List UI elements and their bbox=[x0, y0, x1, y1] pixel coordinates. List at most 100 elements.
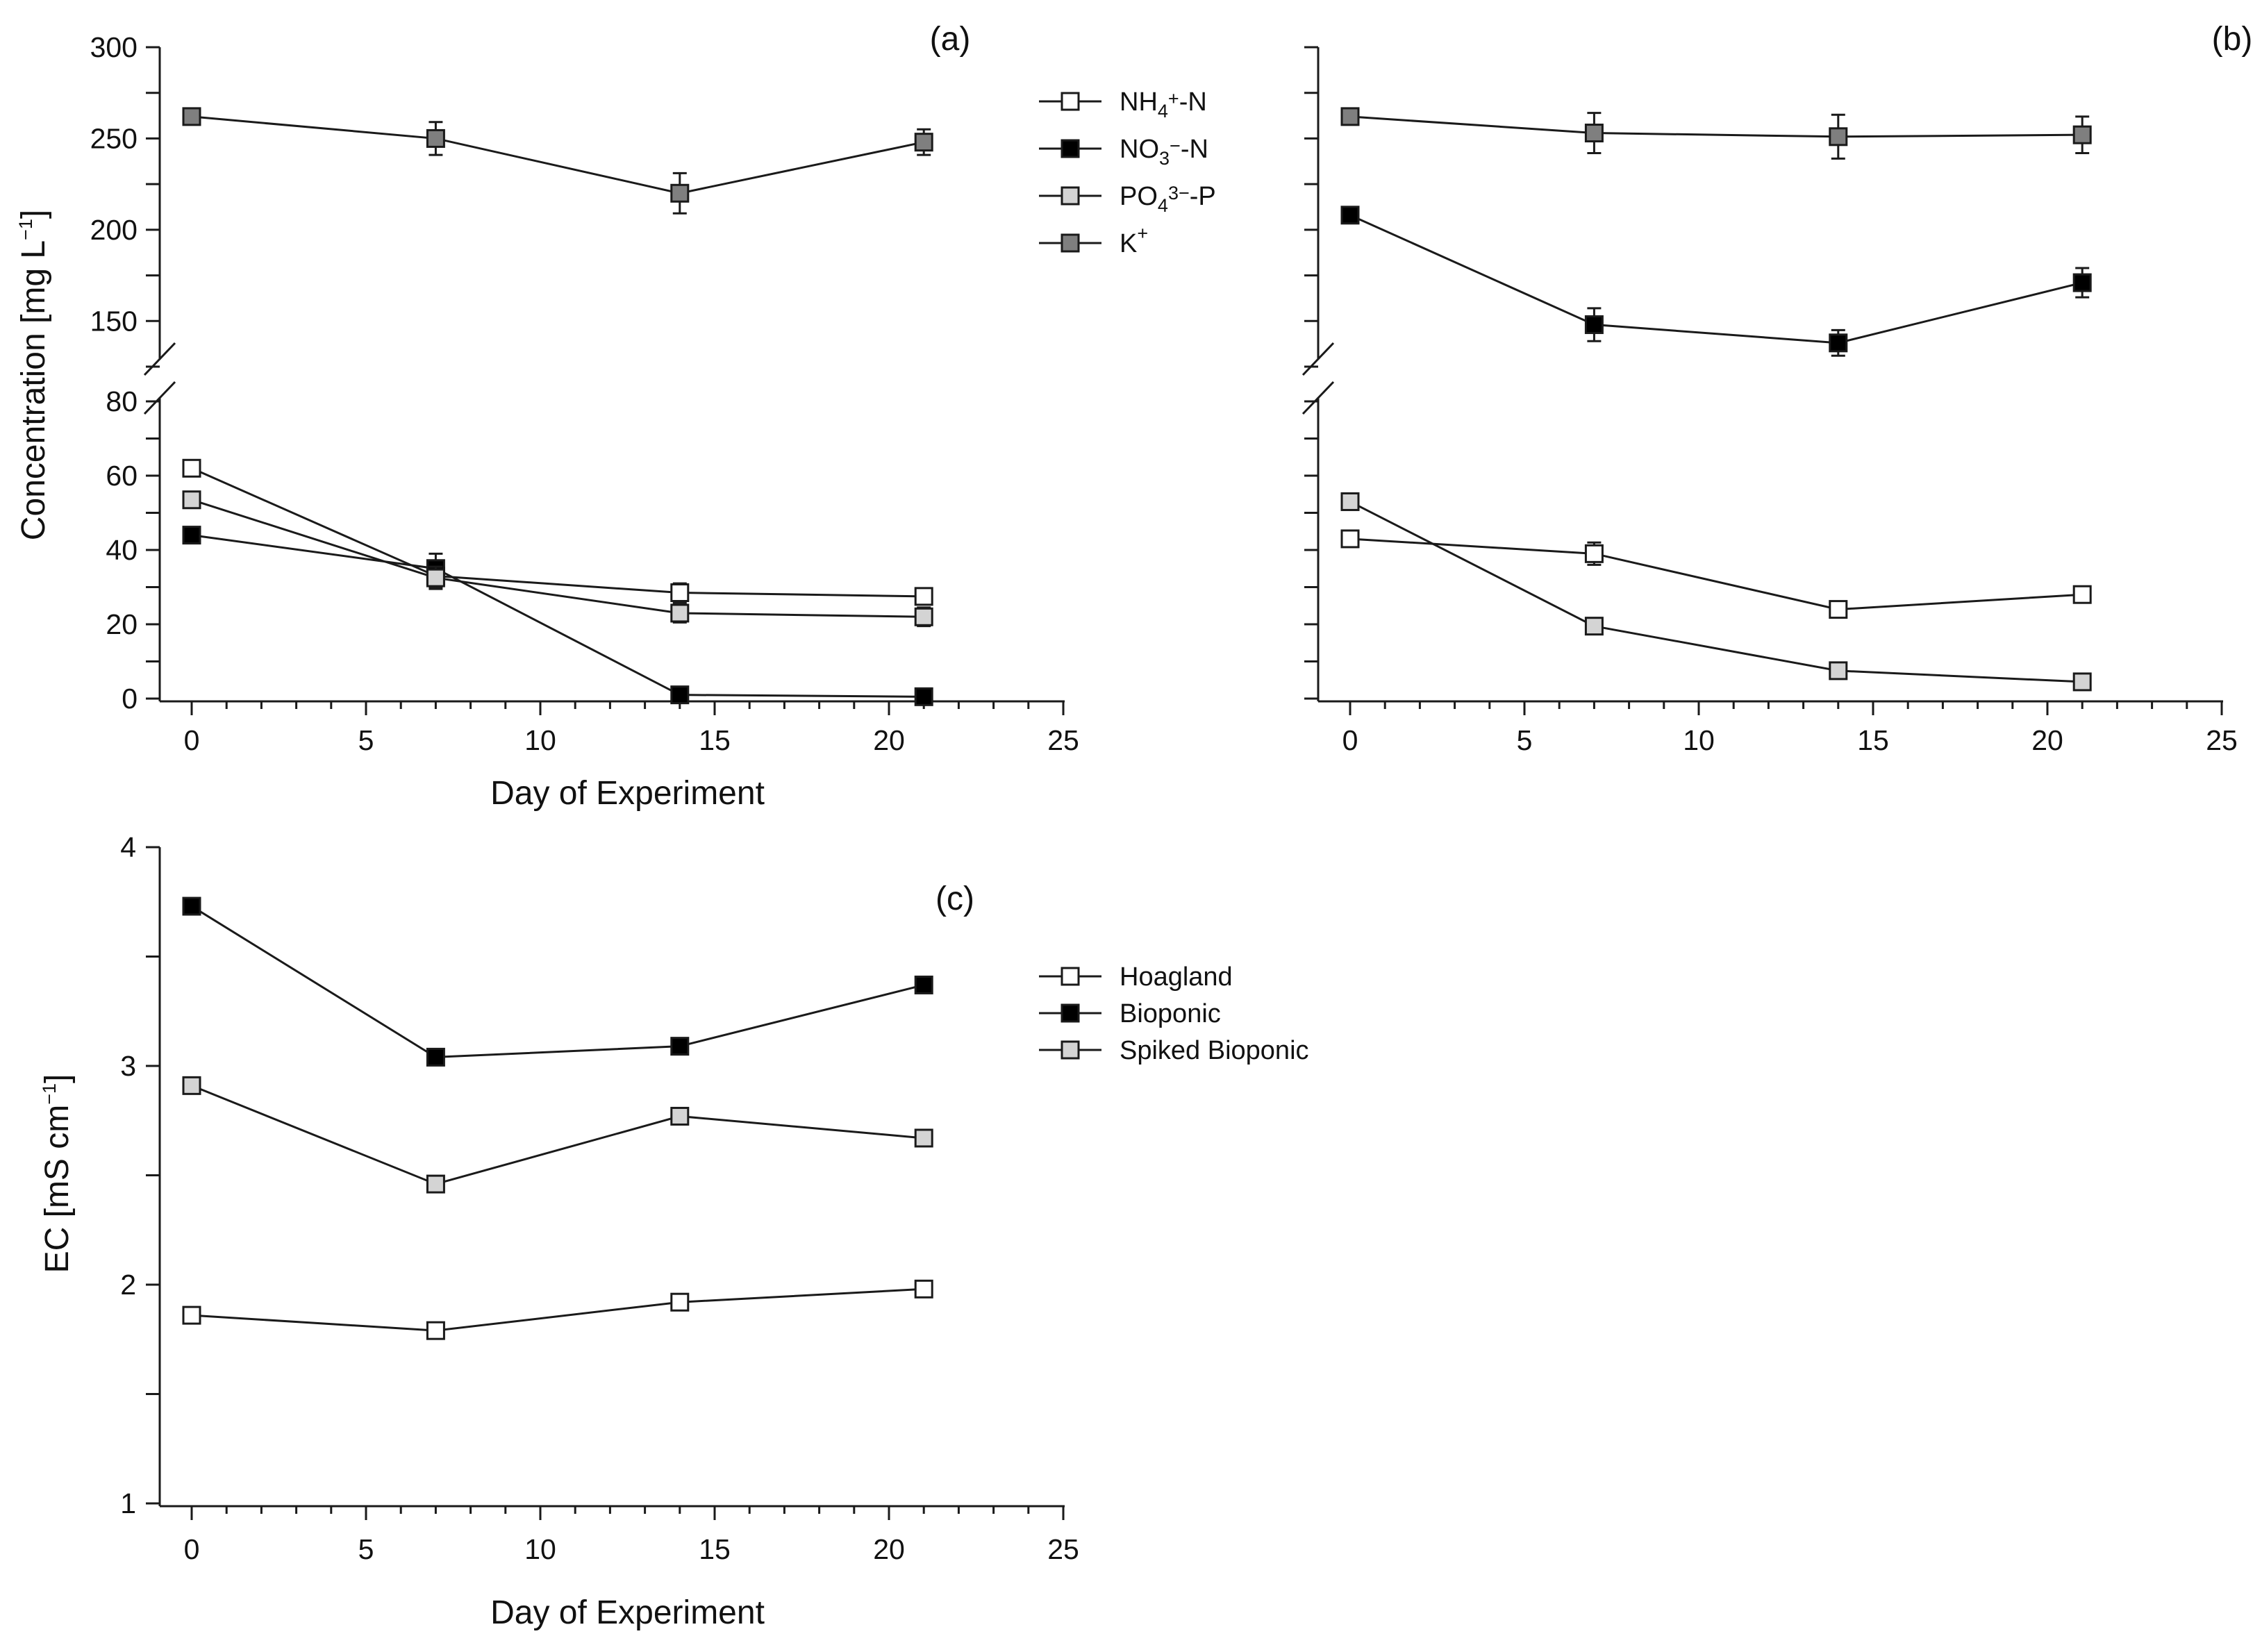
data-point bbox=[914, 687, 933, 706]
x-tick-label: 15 bbox=[699, 1533, 731, 1565]
data-point bbox=[1340, 206, 1360, 225]
data-point bbox=[426, 128, 445, 148]
data-point bbox=[670, 1106, 690, 1126]
data-point bbox=[914, 587, 933, 606]
legend-entry: Hoagland bbox=[1120, 962, 1233, 992]
panel-label: (c) bbox=[935, 881, 974, 917]
data-point bbox=[670, 685, 690, 705]
y-tick-label: 250 bbox=[90, 122, 138, 154]
panel-label: (a) bbox=[930, 21, 971, 58]
data-point bbox=[1340, 529, 1360, 549]
data-point bbox=[1584, 315, 1604, 335]
data-point bbox=[2072, 273, 2092, 292]
data-point bbox=[914, 1128, 933, 1148]
x-tick-label: 20 bbox=[873, 724, 905, 756]
data-point bbox=[670, 583, 690, 603]
x-tick-label: 15 bbox=[699, 724, 731, 756]
legend-marker bbox=[1061, 92, 1080, 111]
legend-marker bbox=[1061, 186, 1080, 206]
data-point bbox=[182, 526, 201, 545]
data-point bbox=[1340, 107, 1360, 126]
data-point bbox=[426, 1047, 445, 1067]
axis-break-mark bbox=[143, 342, 176, 376]
data-point bbox=[914, 975, 933, 994]
axis-break-mark bbox=[143, 381, 176, 415]
panel-label: (b) bbox=[2212, 21, 2253, 58]
y-tick-label: 1 bbox=[120, 1487, 136, 1519]
series-3 bbox=[182, 107, 933, 215]
series-2 bbox=[182, 490, 933, 628]
series-line bbox=[191, 115, 924, 194]
y-tick-label: 3 bbox=[120, 1050, 136, 1082]
y-tick-label: 200 bbox=[90, 214, 138, 246]
data-point bbox=[1829, 333, 1848, 353]
data-point bbox=[1829, 661, 1848, 681]
data-point bbox=[2072, 672, 2092, 692]
data-point bbox=[1829, 600, 1848, 619]
data-point bbox=[1584, 544, 1604, 563]
x-tick-label: 25 bbox=[1047, 1533, 1079, 1565]
series-line bbox=[1349, 537, 2083, 611]
series-line bbox=[191, 1287, 924, 1332]
data-point bbox=[426, 568, 445, 587]
x-tick-label: 5 bbox=[1517, 724, 1533, 756]
data-point bbox=[670, 1037, 690, 1056]
x-axis-title: Day of Experiment bbox=[490, 775, 765, 812]
legend-marker bbox=[1061, 233, 1080, 253]
data-point bbox=[670, 603, 690, 623]
legend-entry: Spiked Bioponic bbox=[1120, 1036, 1309, 1065]
panel-c: 0 5 10 15 20 25 1 2 3 4 (c) Day of Experiment EC [mS… bbox=[39, 831, 1309, 1631]
x-tick-label: 15 bbox=[1857, 724, 1889, 756]
series-line bbox=[191, 499, 924, 618]
legend-marker bbox=[1061, 967, 1080, 986]
x-tick-label: 25 bbox=[2206, 724, 2238, 756]
data-point bbox=[182, 1076, 201, 1095]
legend-entry: Bioponic bbox=[1120, 999, 1221, 1028]
x-tick-label: 5 bbox=[358, 1533, 374, 1565]
series-line bbox=[1349, 115, 2083, 138]
panel-b: 0 5 10 15 20 25 (b) bbox=[1302, 21, 2253, 756]
panel-a: 0 5 10 15 20 25 150 200 250 300 0 20 40 60 80 (a) Day of… bbox=[15, 21, 1216, 812]
series-line bbox=[1349, 501, 2083, 683]
x-tick-label: 10 bbox=[524, 724, 556, 756]
data-point bbox=[914, 133, 933, 152]
legend-entry: PO43−-P bbox=[1120, 182, 1216, 216]
x-tick-label: 0 bbox=[184, 724, 200, 756]
x-tick-label: 10 bbox=[1683, 724, 1715, 756]
axis-break-mark bbox=[1302, 381, 1335, 415]
data-point bbox=[670, 183, 690, 203]
data-point bbox=[1584, 617, 1604, 636]
axis-break-mark bbox=[1302, 342, 1335, 376]
data-point bbox=[182, 458, 201, 478]
legend: Hoagland Bioponic Spiked Bioponic bbox=[1039, 962, 1309, 1065]
series-line bbox=[191, 1084, 924, 1185]
data-point bbox=[914, 1279, 933, 1299]
legend-marker bbox=[1061, 1003, 1080, 1023]
data-point bbox=[182, 490, 201, 510]
legend-marker bbox=[1061, 1040, 1080, 1060]
x-tick-label: 5 bbox=[358, 724, 374, 756]
legend-entry: NO3−-N bbox=[1120, 135, 1208, 169]
y-axis-title: EC [mS cm−1] bbox=[39, 1074, 76, 1274]
y-tick-label: 40 bbox=[106, 534, 138, 566]
series-line bbox=[1349, 214, 2083, 344]
series-1 bbox=[182, 896, 933, 1067]
legend-entry: NH4+-N bbox=[1120, 87, 1207, 122]
series-2 bbox=[1340, 492, 2092, 692]
data-point bbox=[2072, 585, 2092, 604]
y-tick-label: 20 bbox=[106, 608, 138, 640]
series-1 bbox=[1340, 206, 2092, 357]
series-0 bbox=[182, 1279, 933, 1340]
data-point bbox=[1584, 124, 1604, 143]
data-point bbox=[426, 1321, 445, 1340]
data-point bbox=[426, 1174, 445, 1194]
data-point bbox=[1340, 492, 1360, 511]
series-line bbox=[191, 905, 924, 1058]
data-point bbox=[914, 607, 933, 626]
x-tick-label: 10 bbox=[524, 1533, 556, 1565]
x-tick-label: 0 bbox=[184, 1533, 200, 1565]
y-tick-label: 80 bbox=[106, 385, 138, 417]
x-tick-label: 0 bbox=[1342, 724, 1358, 756]
series-2 bbox=[182, 1076, 933, 1194]
